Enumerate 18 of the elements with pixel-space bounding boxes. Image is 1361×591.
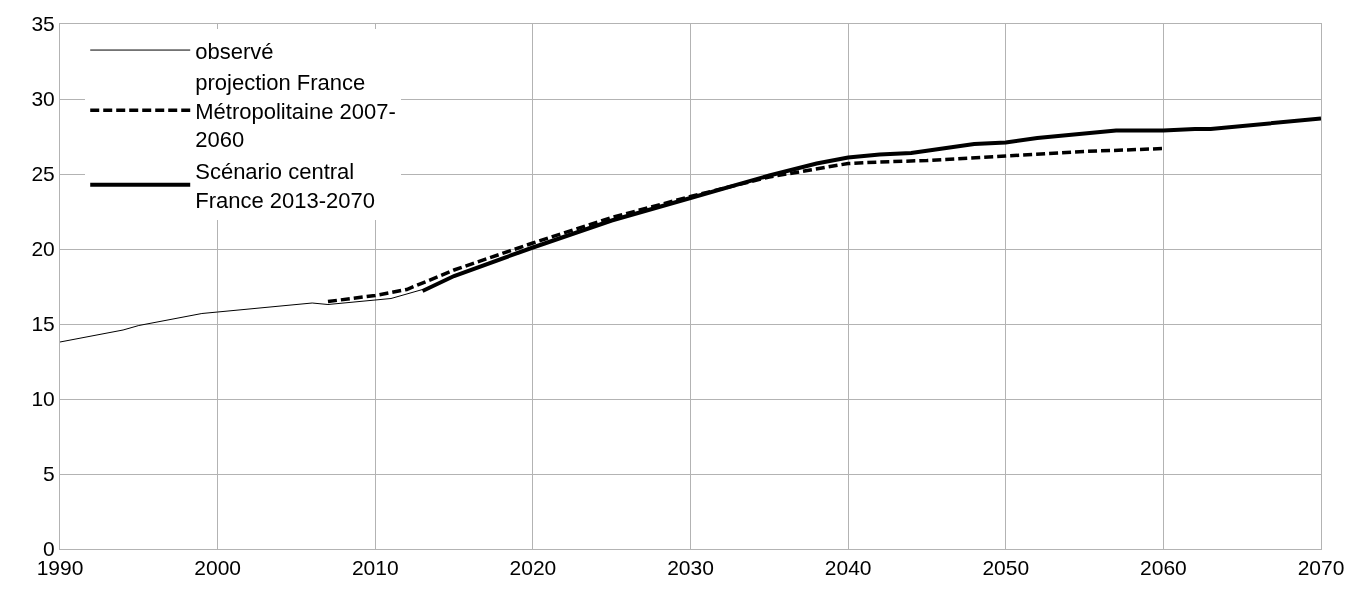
x-tick-label: 2050 — [982, 556, 1030, 580]
y-tick-label: 15 — [31, 312, 55, 336]
x-tick-label: 2020 — [509, 556, 557, 580]
x-tick-label: 2060 — [1140, 556, 1187, 580]
y-tick-label: 25 — [31, 162, 55, 186]
y-tick-label: 5 — [43, 462, 55, 486]
x-tick-label: 2010 — [351, 556, 399, 580]
y-tick-label: 35 — [31, 12, 55, 36]
x-tick-label: 2040 — [824, 556, 872, 580]
y-tick-label: 30 — [31, 87, 55, 111]
legend-label: projection France Métropolitaine 2007-2060 — [195, 70, 396, 153]
x-tick-label: 2030 — [667, 556, 714, 580]
legend-label: observé — [195, 38, 274, 64]
x-tick-label: 2000 — [194, 556, 241, 580]
x-tick-label: 2070 — [1297, 556, 1345, 580]
legend-label: Scénario central France 2013-2070 — [195, 159, 376, 213]
y-tick-label: 20 — [31, 237, 55, 261]
y-tick-label: 10 — [31, 387, 55, 411]
